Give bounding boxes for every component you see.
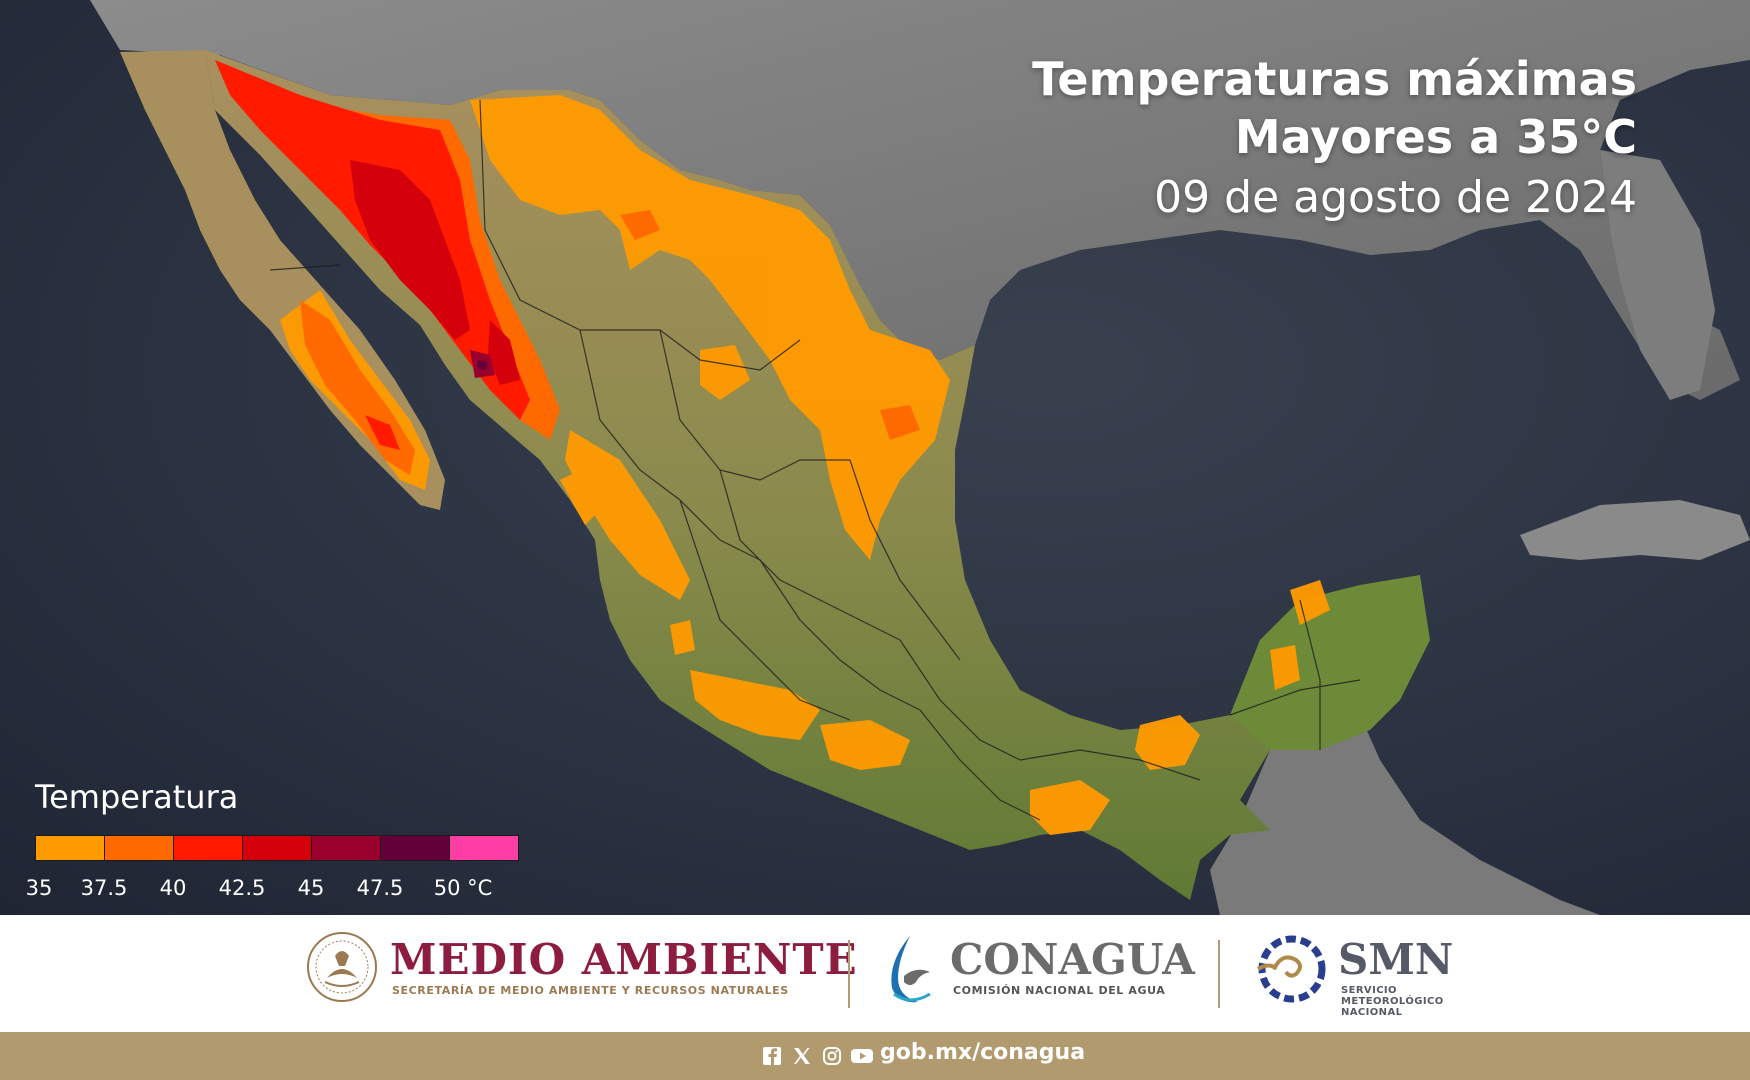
facebook-icon[interactable] <box>760 1044 784 1068</box>
conagua-logo-subtitle: COMISIÓN NACIONAL DEL AGUA <box>953 984 1166 997</box>
legend-tick-label: 37.5 <box>80 876 128 900</box>
legend-tick-label: 50 °C <box>433 876 493 900</box>
smn-logo-name: SMN <box>1338 935 1454 984</box>
instagram-icon[interactable] <box>820 1044 844 1068</box>
medio-ambiente-logo-subtitle: SECRETARÍA DE MEDIO AMBIENTE Y RECURSOS … <box>392 984 789 997</box>
footer-bar <box>0 1032 1750 1080</box>
legend-swatch <box>312 836 381 860</box>
youtube-icon[interactable] <box>850 1044 874 1068</box>
legend-swatch <box>105 836 174 860</box>
legend-tick-label: 47.5 <box>356 876 404 900</box>
medio-ambiente-logo-name: MEDIO AMBIENTE <box>390 935 858 984</box>
logo-separator <box>1218 940 1220 1008</box>
legend-tick-label: 40 <box>159 876 187 900</box>
smn-logo-subtitle: SERVICIO METEOROLÓGICO NACIONAL <box>1341 985 1444 1018</box>
state-borders <box>269 99 1361 821</box>
conagua-emblem-icon <box>891 936 931 1003</box>
legend-swatch <box>381 836 450 860</box>
heat-layer-47-5 <box>477 360 487 370</box>
map-subtitle: Mayores a 35°C <box>1234 110 1637 164</box>
footer-url-link[interactable]: gob.mx/conagua <box>880 1040 1086 1065</box>
map-title: Temperaturas máximas <box>1032 52 1637 106</box>
central-america-land <box>1210 715 1600 915</box>
cuba-land <box>1520 500 1750 560</box>
legend-tick-label: 45 <box>297 876 325 900</box>
x-icon[interactable] <box>790 1044 814 1068</box>
legend-tick-label: 42.5 <box>218 876 266 900</box>
yucatan-land <box>1230 575 1430 750</box>
smn-emblem-icon <box>1256 935 1326 1003</box>
florida-land <box>1600 150 1715 400</box>
legend-swatch <box>243 836 312 860</box>
legend-tick-label: 35 <box>25 876 53 900</box>
usa-land <box>90 0 1750 400</box>
logo-band <box>0 915 1750 1032</box>
legend-title: Temperatura <box>35 778 239 816</box>
conagua-logo-name: CONAGUA <box>950 935 1195 984</box>
map-date: 09 de agosto de 2024 <box>1154 172 1637 223</box>
legend-swatch <box>450 836 518 860</box>
legend-swatch <box>174 836 243 860</box>
mexico-coat-of-arms-icon <box>307 932 377 1002</box>
logo-separator <box>848 940 850 1008</box>
map-area: Temperaturas máximas Mayores a 35°C 09 d… <box>0 0 1750 915</box>
heat-layer-42-5 <box>350 160 520 385</box>
legend-color-bar <box>35 835 519 861</box>
mexico-map <box>90 0 1750 915</box>
legend-swatch <box>36 836 105 860</box>
social-icons <box>760 1044 874 1068</box>
